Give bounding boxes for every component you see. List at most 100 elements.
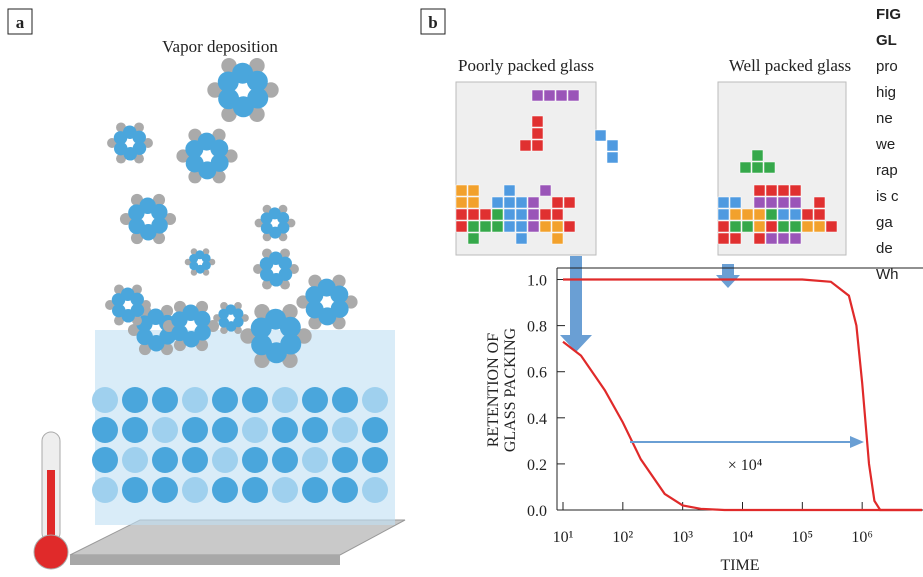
- film-molecule: [92, 447, 118, 473]
- tetris-block: [467, 196, 480, 209]
- film-molecule: [212, 477, 238, 503]
- film-molecule: [212, 387, 238, 413]
- film-molecule: [92, 417, 118, 443]
- substrate: [69, 519, 406, 556]
- hydrogen: [173, 339, 187, 352]
- tetris-block: [753, 220, 766, 233]
- tetris-block: [491, 208, 504, 221]
- film-molecule: [242, 477, 268, 503]
- carbon: [278, 256, 292, 271]
- hydrogen: [212, 128, 226, 142]
- hydrogen: [116, 153, 126, 164]
- tetris-block: [801, 220, 814, 233]
- arrow: [560, 256, 592, 352]
- tetris-block: [765, 184, 778, 197]
- panel-subtitle: Well packed glass: [729, 56, 851, 75]
- film-molecule: [272, 447, 298, 473]
- tetris-block: [777, 184, 790, 197]
- line: [563, 278, 922, 512]
- tetris-block: [741, 208, 754, 221]
- film-molecule: [272, 417, 298, 443]
- tetris-block: [753, 196, 766, 209]
- film-molecule: [122, 417, 148, 443]
- tetris-block: [717, 220, 730, 233]
- film-molecule: [92, 477, 118, 503]
- hydrogen: [234, 302, 242, 310]
- tetris-block: [753, 232, 766, 245]
- hydrogen: [221, 106, 237, 122]
- tetris-block: [753, 208, 766, 221]
- tetris-block: [467, 220, 480, 233]
- film-molecule: [332, 417, 358, 443]
- y-axis-label: RETENTION OF: [485, 333, 502, 447]
- caption-line: FIG: [876, 6, 901, 23]
- tetris-block: [503, 208, 516, 221]
- film-molecule: [242, 447, 268, 473]
- film-molecule: [122, 447, 148, 473]
- hydrogen: [190, 269, 198, 276]
- thermometer-fill: [47, 470, 55, 540]
- caption-line: we: [875, 136, 895, 153]
- carbon: [194, 310, 211, 328]
- tetris-block: [765, 220, 778, 233]
- tetris-block: [527, 220, 540, 233]
- tetris-block: [455, 184, 468, 197]
- tetris-block: [563, 196, 576, 209]
- carbon: [136, 328, 153, 346]
- film-molecule: [182, 387, 208, 413]
- tetris-block: [543, 89, 556, 102]
- carbon: [185, 154, 204, 173]
- tetris-block: [479, 220, 492, 233]
- tetris-block: [789, 184, 802, 197]
- tetris-block: [515, 232, 528, 245]
- carbon: [132, 130, 146, 145]
- panel-subtitle: Poorly packed glass: [458, 56, 594, 75]
- tetris-block: [467, 232, 480, 245]
- carbon: [171, 324, 188, 342]
- tetris-block: [717, 196, 730, 209]
- tetris-block: [527, 208, 540, 221]
- film-molecule: [362, 417, 388, 443]
- y-tick-label: 1.0: [527, 273, 547, 290]
- tetris-block: [539, 184, 552, 197]
- tetris-block: [789, 220, 802, 233]
- hydrogen: [138, 343, 152, 356]
- film-molecule: [302, 387, 328, 413]
- film-molecule: [182, 417, 208, 443]
- caption-line: Wh: [876, 266, 899, 283]
- tetris-block: [491, 220, 504, 233]
- film-molecule: [212, 417, 238, 443]
- tetris-block: [467, 208, 480, 221]
- x-tick-label: 10⁴: [732, 529, 754, 546]
- film-molecule: [152, 477, 178, 503]
- tetris-block: [551, 232, 564, 245]
- x-axis-label: TIME: [720, 557, 759, 574]
- hydrogen: [282, 304, 298, 320]
- carbon: [218, 317, 230, 328]
- tetris-block: [751, 149, 764, 162]
- tetris-block: [551, 196, 564, 209]
- x-tick-label: 10¹: [553, 529, 574, 546]
- film-molecule: [182, 447, 208, 473]
- x-tick-label: 10³: [672, 529, 693, 546]
- tetris-block: [539, 208, 552, 221]
- tetris-block: [729, 196, 742, 209]
- carbon: [114, 141, 128, 156]
- tetris-block: [777, 196, 790, 209]
- carbon: [130, 292, 144, 307]
- tetris-block: [777, 208, 790, 221]
- substrate-edge: [70, 555, 340, 565]
- tetris-block: [531, 89, 544, 102]
- film-molecule: [152, 387, 178, 413]
- film-molecule: [272, 387, 298, 413]
- tetris-block: [741, 220, 754, 233]
- tetris-block: [555, 89, 568, 102]
- carbon: [279, 316, 301, 338]
- hydrogen: [152, 193, 166, 206]
- carbon: [210, 139, 229, 158]
- hydrogen: [130, 232, 144, 245]
- carbon: [201, 253, 211, 263]
- x-tick-label: 10⁶: [851, 529, 873, 546]
- tetris-block: [455, 208, 468, 221]
